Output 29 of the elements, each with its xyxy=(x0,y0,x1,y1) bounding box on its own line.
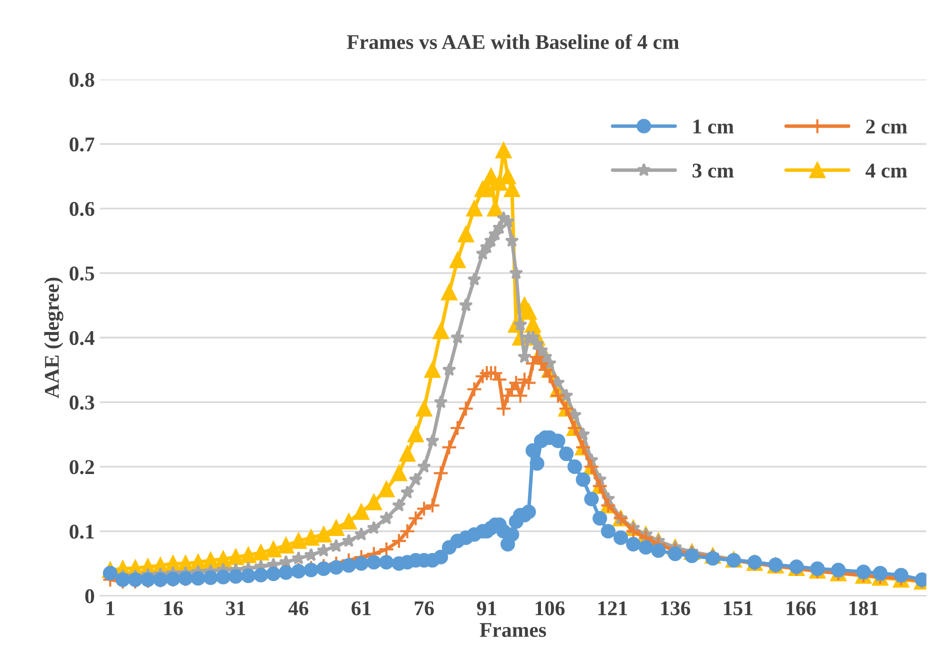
y-axis-title: AAE (degree) xyxy=(44,278,64,398)
x-tick-label: 106 xyxy=(536,601,565,616)
x-tick-label: 151 xyxy=(724,601,752,616)
x-tick-label: 1 xyxy=(106,601,114,616)
y-tick-label: 0.4 xyxy=(70,330,94,346)
chart-title: Frames vs AAE with Baseline of 4 cm xyxy=(346,34,680,50)
x-tick-label: 46 xyxy=(288,601,308,616)
x-tick-label: 121 xyxy=(598,601,627,616)
x-tick-label: 61 xyxy=(352,601,371,616)
x-tick-label: 166 xyxy=(786,601,816,616)
x-tick-label: 91 xyxy=(477,601,496,616)
legend-label: 1 cm xyxy=(693,120,734,134)
y-tick-label: 0.6 xyxy=(70,202,94,216)
x-tick-label: 16 xyxy=(164,601,183,616)
legend-label: 2 cm xyxy=(866,120,908,134)
y-tick-label: 0.8 xyxy=(70,72,94,87)
y-tick-label: 0.2 xyxy=(70,460,94,474)
x-axis-title: Frames xyxy=(480,623,546,637)
y-tick-label: 0 xyxy=(85,589,94,604)
x-tick-label: 181 xyxy=(850,601,878,616)
y-tick-label: 0.5 xyxy=(70,266,94,281)
y-tick-label: 0.7 xyxy=(70,137,94,152)
x-tick-label: 136 xyxy=(661,601,690,616)
x-tick-label: 31 xyxy=(226,601,246,616)
x-tick-label: 76 xyxy=(414,601,434,616)
y-tick-label: 0.1 xyxy=(70,524,94,539)
legend-label: 3 cm xyxy=(692,164,734,178)
y-tick-label: 0.3 xyxy=(70,396,94,410)
legend-label: 4 cm xyxy=(866,164,908,178)
